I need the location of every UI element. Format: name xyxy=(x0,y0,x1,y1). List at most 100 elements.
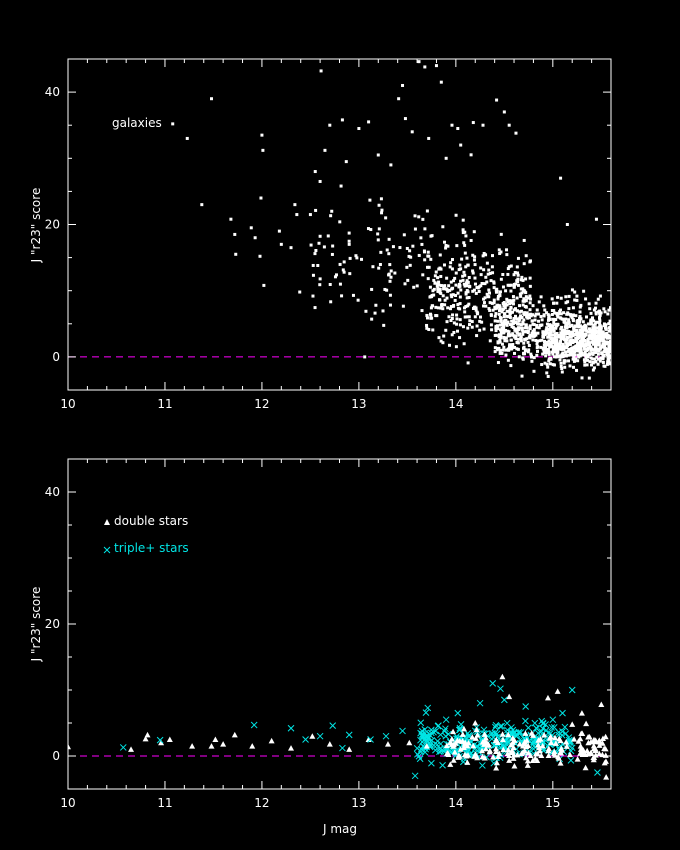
bottom-triple-stars-point-10-stroke-b xyxy=(382,732,390,740)
top-cloud-point-1-288 xyxy=(515,265,519,269)
top-cloud-point-2-86 xyxy=(598,294,602,298)
bottom-double-stars-point-15 xyxy=(326,741,333,747)
top-cloud-point-1-320 xyxy=(468,284,472,288)
top-cloud-point-2-171 xyxy=(518,310,522,314)
top-cloud-point-1-248 xyxy=(427,328,431,332)
top-cloud-point-2-221 xyxy=(524,330,528,334)
bottom-triple-stars-point-22 xyxy=(549,716,557,724)
top-cloud-point-1-261 xyxy=(501,285,505,289)
top-galaxies-point-55 xyxy=(565,223,569,226)
bottom-cloud-point-0-232-stroke-b xyxy=(568,744,576,752)
top-galaxies-point-35 xyxy=(397,97,401,101)
top-cloud-point-2-431 xyxy=(535,349,539,353)
bottom-cloud-point-0-264 xyxy=(500,743,508,750)
top-cloud-point-2-219 xyxy=(521,357,525,361)
bottom-cloud-point-0-195 xyxy=(550,724,558,731)
bottom-cloud-point-0-101 xyxy=(432,746,439,754)
bottom-triple-stars-point-23-stroke-b xyxy=(559,709,566,717)
bottom-cloud-point-0-269 xyxy=(436,748,443,756)
bottom-triple-stars-point-4-stroke-b xyxy=(302,736,309,743)
top-cloud-point-2-558 xyxy=(584,315,588,319)
top-cloud-point-1-258 xyxy=(437,298,441,302)
top-cloud-point-2-588 xyxy=(535,308,539,312)
top-cloud-point-2-38 xyxy=(512,351,516,355)
bottom-cloud-point-1-152 xyxy=(500,746,507,753)
top-cloud-point-1-222 xyxy=(526,350,530,354)
top-galaxies-point-6 xyxy=(234,252,238,256)
bottom-triple-stars-point-9 xyxy=(367,736,374,743)
top-cloud-point-3-340 xyxy=(559,355,563,359)
top-cloud-point-1-121 xyxy=(441,294,445,298)
top-cloud-point-3-27 xyxy=(550,339,554,343)
top-cloud-point-2-78 xyxy=(553,311,557,315)
top-cloud-point-1-228 xyxy=(458,336,462,340)
top-cloud-point-2-546 xyxy=(594,301,598,305)
top-cloud-point-1-282 xyxy=(522,289,526,293)
top-galaxies-point-7 xyxy=(249,226,253,230)
top-cloud-point-3-222 xyxy=(552,329,556,333)
top-cloud-point-0-48 xyxy=(340,294,344,298)
top-cloud-point-3-262 xyxy=(591,348,595,352)
top-cloud-point-3-184 xyxy=(565,335,569,339)
top-cloud-point-1-172 xyxy=(465,279,469,283)
top-cloud-point-1-8 xyxy=(467,276,471,280)
top-cloud-point-1-163 xyxy=(519,314,523,318)
bottom-triple-stars-point-24 xyxy=(568,686,576,694)
top-cloud-point-0-62 xyxy=(379,250,383,254)
top-cloud-point-3-129 xyxy=(545,351,549,355)
top-y-tick-label-40: 40 xyxy=(45,85,60,99)
bottom-cloud-point-1-136 xyxy=(451,749,458,755)
top-cloud-point-3-408 xyxy=(546,365,550,369)
top-cloud-point-2-135 xyxy=(499,333,503,337)
top-cloud-point-0-50 xyxy=(420,309,424,313)
bottom-cloud-point-0-101-stroke-b xyxy=(432,746,439,754)
top-cloud-point-1-309 xyxy=(505,309,509,313)
top-cloud-point-1-234 xyxy=(487,307,491,311)
top-cloud-point-2-358 xyxy=(496,346,500,350)
top-cloud-point-0-132 xyxy=(461,231,465,235)
bottom-cloud-point-0-109 xyxy=(522,717,529,725)
top-cloud-point-3-91 xyxy=(560,370,564,374)
top-cloud-point-1-187 xyxy=(487,291,491,295)
top-cloud-point-1-277 xyxy=(470,325,474,329)
top-galaxies-point-53 xyxy=(514,131,518,135)
top-cloud-point-1-253 xyxy=(458,318,462,322)
top-cloud-point-2-507 xyxy=(546,313,550,317)
top-cloud-point-3-158 xyxy=(595,355,599,359)
bottom-cloud-point-0-232 xyxy=(568,744,576,752)
bottom-cloud-point-1-151 xyxy=(464,742,471,749)
top-cloud-point-0-9 xyxy=(470,320,474,324)
top-cloud-point-0-136 xyxy=(425,209,429,213)
bottom-cloud-point-0-259 xyxy=(498,722,506,730)
top-cloud-point-2-505 xyxy=(572,355,576,359)
bottom-cloud-point-0-98-stroke-b xyxy=(557,742,565,750)
top-cloud-point-0-56 xyxy=(421,217,425,221)
bottom-cloud-point-0-57 xyxy=(567,757,575,764)
top-cloud-point-2-11 xyxy=(555,332,559,336)
top-cloud-point-1-212 xyxy=(482,297,486,301)
top-cloud-point-2-418 xyxy=(576,331,580,335)
top-cloud-point-1-331 xyxy=(492,286,496,290)
top-galaxies-point-11 xyxy=(260,133,264,137)
top-cloud-point-3-63 xyxy=(597,330,601,334)
top-cloud-point-1-313 xyxy=(439,267,443,271)
legend-marker-triple-stars xyxy=(103,546,111,554)
top-cloud-point-0-93 xyxy=(409,255,413,259)
top-cloud-point-2-458 xyxy=(573,353,577,357)
top-cloud-point-0-153 xyxy=(330,252,334,256)
top-cloud-point-0-45 xyxy=(339,184,343,188)
top-cloud-point-3-185 xyxy=(608,325,611,329)
top-cloud-point-3-396 xyxy=(561,351,565,355)
bottom-cloud-point-1-5 xyxy=(459,731,466,737)
top-cloud-point-2-632 xyxy=(540,338,544,342)
bottom-cloud-point-0-234 xyxy=(417,719,425,727)
top-galaxies-point-2 xyxy=(200,203,204,207)
top-cloud-point-3-45 xyxy=(543,341,547,345)
top-galaxies-point-38 xyxy=(410,130,414,134)
bottom-cloud-point-0-257-stroke-b xyxy=(491,729,499,737)
bottom-double-stars-point-2 xyxy=(142,735,149,742)
top-cloud-point-1-323 xyxy=(435,314,439,318)
bottom-y-tick-label-0: 0 xyxy=(52,749,60,763)
top-cloud-point-2-621 xyxy=(498,323,502,327)
top-cloud-point-3-307 xyxy=(598,337,602,341)
